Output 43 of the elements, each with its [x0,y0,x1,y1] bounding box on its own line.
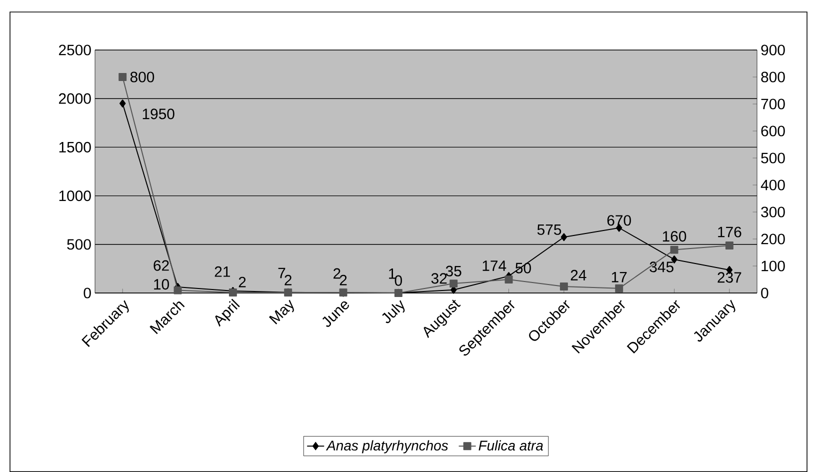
data-label: 1 [389,268,396,279]
data-label: 176 [718,226,742,238]
data-label: 2 [238,276,246,288]
data-label: 10 [154,279,169,290]
y2-tick-label: 0 [761,288,768,298]
data-label: 2 [334,268,340,279]
y2-tick-label: 500 [761,152,785,164]
data-label: 32 [431,273,447,284]
y2-tick-label: 400 [760,180,785,190]
data-label: 0 [394,275,402,286]
y-tick-label: 500 [67,239,91,250]
y-tick-label: 2000 [58,93,91,104]
data-label: 670 [607,215,631,226]
legend-label: Anas platyrhynchos [326,440,448,454]
data-label: 2 [284,274,292,286]
data-label: 174 [482,260,506,271]
data-label: 62 [154,260,169,271]
x-tick-label: July [382,300,405,324]
data-label: 160 [662,231,686,242]
x-tick-label: May [268,300,294,324]
y2-tick-label: 100 [762,260,785,272]
y2-tick-label: 200 [761,234,785,244]
data-label: 7 [278,268,286,278]
y2-tick-label: 600 [761,126,785,136]
data-label: 17 [612,272,627,282]
y2-tick-label: 300 [761,206,785,218]
data-label: 345 [650,262,674,272]
data-label: 1950 [142,108,174,120]
y-tick-label: 1000 [59,190,91,202]
data-label: 21 [214,266,230,277]
y2-tick-label: 800 [761,72,785,82]
data-label: 237 [718,272,742,283]
y-tick-label: 0 [84,288,91,298]
y2-tick-label: 900 [761,44,785,56]
legend-label: Fulica atra [478,440,543,451]
y2-tick-label: 700 [761,98,785,110]
data-label: 800 [130,72,154,82]
data-label: 2 [340,274,347,286]
y-tick-label: 2500 [58,44,91,56]
data-label: 35 [446,266,462,276]
y-tick-label: 1500 [59,142,91,152]
data-label: 575 [537,224,562,235]
data-label: 24 [570,270,586,280]
